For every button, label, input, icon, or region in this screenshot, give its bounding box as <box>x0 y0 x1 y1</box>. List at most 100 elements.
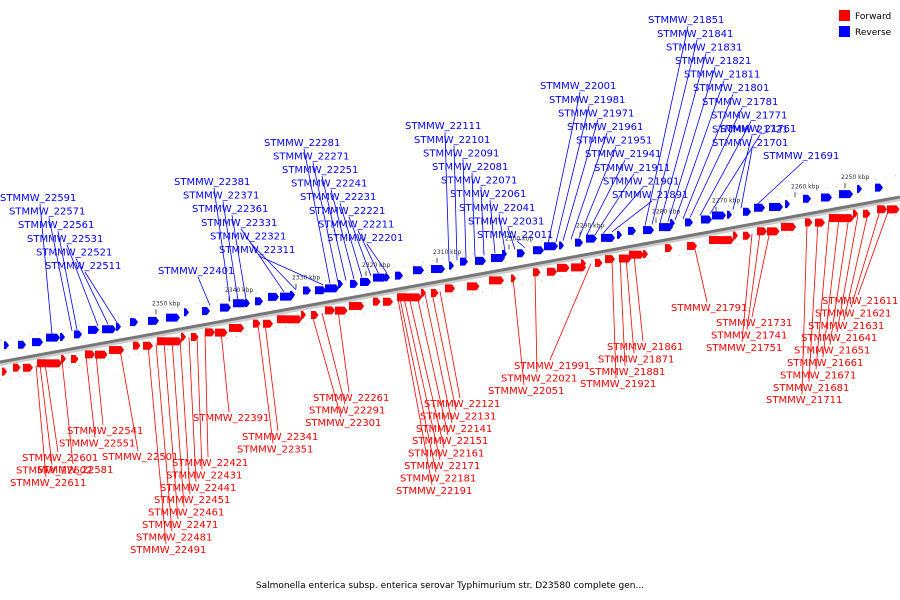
reverse-gene-arrow <box>821 193 832 202</box>
forward-gene-label: STMMW_22581 <box>37 465 113 476</box>
reverse-gene-label: STMMW_22201 <box>327 233 403 244</box>
reverse-gene-arrow <box>431 264 445 273</box>
reverse-gene-arrow <box>245 299 250 308</box>
reverse-leader-line <box>740 148 753 209</box>
reverse-gene-label: STMMW_22571 <box>9 207 85 218</box>
forward-gene-arrow <box>511 274 516 283</box>
reverse-gene-arrow <box>449 261 454 270</box>
reverse-leader-line <box>562 119 599 241</box>
reverse-gene-label: STMMW_22561 <box>18 220 94 231</box>
reverse-gene-arrow <box>184 308 189 317</box>
scale-tick-label: 2310 kbp <box>433 249 461 256</box>
forward-gene-label: STMMW_22471 <box>142 520 218 531</box>
forward-gene-arrow <box>757 227 767 236</box>
forward-leader-line <box>155 343 173 532</box>
reverse-leader-line <box>651 39 698 225</box>
reverse-gene-arrow <box>785 200 790 209</box>
reverse-gene-arrow <box>460 257 468 266</box>
forward-gene-arrow <box>191 332 199 341</box>
forward-gene-label: STMMW_22602 <box>16 465 92 476</box>
scale-tick-label: 2290 kbp <box>576 223 604 230</box>
forward-gene-label: STMMW_22551 <box>59 438 135 449</box>
forward-gene-arrow <box>853 209 858 218</box>
forward-gene-arrow <box>263 319 273 328</box>
forward-leader-line <box>836 214 859 333</box>
forward-gene-label: STMMW_21861 <box>607 342 683 353</box>
forward-gene-arrow <box>805 218 813 227</box>
forward-gene-arrow <box>47 359 62 368</box>
forward-gene-arrow <box>489 276 504 285</box>
reverse-gene-arrow <box>395 271 403 280</box>
forward-gene-label: STMMW_21741 <box>711 330 787 341</box>
forward-gene-arrow <box>421 288 426 297</box>
reverse-leader-line <box>689 107 743 218</box>
reverse-gene-label: STMMW_22011 <box>477 230 553 241</box>
forward-gene-arrow <box>445 284 455 293</box>
reverse-gene-label: STMMW_21831 <box>666 42 742 53</box>
reverse-gene-arrow <box>360 278 371 286</box>
reverse-gene-arrow <box>643 226 654 235</box>
reverse-gene-arrow <box>701 215 712 224</box>
forward-leader-line <box>403 297 441 461</box>
scale-tick-label: 2320 kbp <box>362 262 390 269</box>
forward-gene-arrow <box>23 363 33 372</box>
reverse-gene-label: STMMW_22331 <box>201 218 277 229</box>
reverse-leader-line <box>213 187 231 302</box>
forward-gene-arrow <box>71 354 79 363</box>
reverse-gene-arrow <box>544 242 558 251</box>
forward-leader-line <box>85 356 96 438</box>
reverse-gene-arrow <box>255 297 263 306</box>
forward-gene-arrow <box>13 363 21 372</box>
reverse-leader-line <box>462 159 467 259</box>
forward-leader-line <box>746 232 761 330</box>
forward-guide-line <box>0 214 900 381</box>
reverse-gene-label: STMMW_21811 <box>684 70 760 81</box>
reverse-leader-line <box>339 203 363 278</box>
reverse-gene-arrow <box>575 238 583 247</box>
forward-gene-label: STMMW_22171 <box>404 461 480 472</box>
gene-labels: STMMW_21691STMMW_21701STMMW_21721STMMW_2… <box>0 15 898 556</box>
reverse-gene-label: STMMW_21851 <box>648 15 724 26</box>
forward-leader-line <box>431 292 457 411</box>
backbone-shadow <box>0 197 900 366</box>
forward-leader-line <box>633 255 644 342</box>
reverse-gene-arrow <box>130 318 138 327</box>
forward-gene-label: STMMW_21671 <box>780 370 856 381</box>
reverse-gene-label: STMMW_22371 <box>183 191 259 202</box>
forward-gene-label: STMMW_21641 <box>801 333 877 344</box>
forward-gene-arrow <box>205 328 215 337</box>
reverse-leader-line <box>594 173 635 236</box>
reverse-leader-line <box>498 213 506 252</box>
reverse-leader-line <box>249 242 297 291</box>
reverse-gene-arrow <box>88 325 99 334</box>
scale-tick-label: 2330 kbp <box>292 275 320 282</box>
reverse-gene-arrow <box>659 223 673 232</box>
forward-gene-arrow <box>431 288 439 297</box>
reverse-gene-arrow <box>60 333 65 341</box>
reverse-leader-line <box>516 240 526 249</box>
forward-gene-arrow <box>359 302 364 311</box>
forward-leader-line <box>416 295 449 436</box>
reverse-gene-label: STMMW_22361 <box>192 204 268 215</box>
reverse-gene-arrow <box>727 210 732 219</box>
scale-ticks: 2250 kbp 2260 kbp 2270 kbp 2280 kbp 2290 kbp… <box>152 174 869 315</box>
forward-leader-line <box>257 324 274 444</box>
reverse-leader-line <box>585 160 626 237</box>
forward-gene-label: STMMW_22431 <box>166 470 242 481</box>
reverse-gene-arrow <box>303 286 311 295</box>
reverse-gene-arrow <box>617 230 622 239</box>
reverse-gene-label: STMMW_22311 <box>219 245 295 256</box>
reverse-gene-label: STMMW_21841 <box>657 29 733 40</box>
reverse-gene-arrow <box>338 280 343 289</box>
reverse-gene-label: STMMW_21951 <box>576 136 652 147</box>
forward-gene-arrow <box>287 315 302 324</box>
forward-gene-arrow <box>277 315 290 324</box>
reverse-leader-line <box>480 186 485 256</box>
reverse-gene-arrow <box>4 341 9 350</box>
reverse-leader-line <box>699 121 752 216</box>
forward-gene-label: STMMW_22131 <box>420 411 496 422</box>
forward-gene-arrow <box>383 297 393 306</box>
forward-gene-arrow <box>133 341 141 350</box>
forward-gene-arrow <box>719 236 734 245</box>
forward-gene-arrow <box>167 337 182 346</box>
